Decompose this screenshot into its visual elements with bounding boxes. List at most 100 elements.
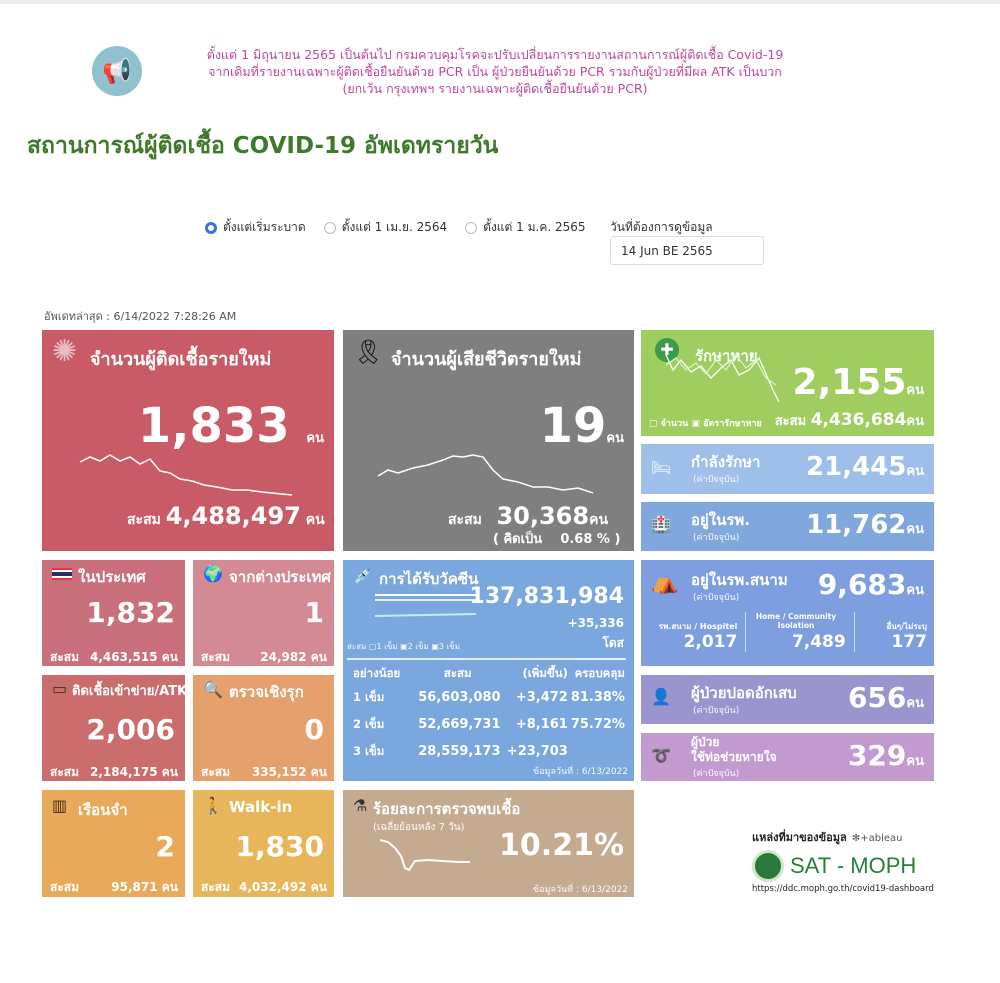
moph-seal-icon <box>752 850 784 882</box>
divider <box>347 658 626 660</box>
current-label: (ค่าปัจจุบัน) <box>693 769 740 779</box>
notice-banner: ตั้งแต่ 1 มิถุนายน 2565 เป็นต้นไป กรมควบ… <box>150 46 840 97</box>
new-cases-cumulative: 4,488,497 <box>165 502 301 530</box>
source-label: แหล่งที่มาของข้อมูล <box>752 831 847 844</box>
thai-flag-icon <box>52 568 72 580</box>
table-cell: 28,559,173 <box>418 744 501 759</box>
table-cell: อย่างน้อย <box>353 666 401 680</box>
radio-since-start[interactable]: ตั้งแต่เริ่มระบาด <box>205 218 306 237</box>
cum-label: สะสม <box>448 512 482 528</box>
pneumonia-card: 👤 ผู้ป่วยปอดอักเสบ (ค่าปัจจุบัน) 656คน <box>641 675 934 724</box>
card-title: รักษาหาย <box>695 347 758 365</box>
abroad-cumulative: 24,982 คน <box>260 650 327 664</box>
new-cases-value: 1,833 <box>137 398 290 454</box>
recovered-value: 2,155 <box>792 362 907 403</box>
tent-icon: ⛺ <box>651 570 679 595</box>
walking-icon: 🚶 <box>203 796 223 815</box>
walkin-value: 1,830 <box>235 830 324 863</box>
treating-value: 21,445 <box>806 452 907 482</box>
notice-line: จากเดิมที่รายงานเฉพาะผู้ติดเชื้อยืนยันด้… <box>208 64 782 79</box>
virus-icon: ✺ <box>52 334 78 369</box>
sat-moph-logo: SAT - MOPH <box>752 850 934 882</box>
radio-label: ตั้งแต่เริ่มระบาด <box>223 220 306 234</box>
lab-icon: ⚗ <box>353 796 368 815</box>
table-cell: 2 เข็ม <box>353 716 385 731</box>
source-block: แหล่งที่มาของข้อมูล ✻+ableau SAT - MOPH … <box>752 826 934 894</box>
unit: คน <box>606 431 624 446</box>
table-header: อย่างน้อย สะสม (เพิ่มขึ้น) ครอบคลุม <box>353 664 625 684</box>
radio-since-jan-2565[interactable]: ตั้งแต่ 1 ม.ค. 2565 <box>465 218 586 237</box>
radio-label: ตั้งแต่ 1 เม.ย. 2564 <box>341 220 448 234</box>
notice-line: (ยกเว้น กรุงเทพฯ รายงานเฉพาะผู้ติดเชื้อย… <box>342 81 648 96</box>
page-title: สถานการณ์ผู้ติดเชื้อ COVID-19 อัพเดทรายว… <box>27 133 499 159</box>
new-cases-card: ✺ จำนวนผู้ติดเชื้อรายใหม่ 1,833 คน สะสม … <box>42 330 334 551</box>
dose-unit: โดส <box>602 636 624 650</box>
hospital-value: 11,762 <box>806 510 907 540</box>
card-title: เรือนจำ <box>78 801 128 819</box>
atk-cumulative: 2,184,175 คน <box>90 765 178 779</box>
field-col: รพ.สนาม / Hospitel 2,017 <box>647 612 747 652</box>
table-row: 1 เข็ม 56,603,080 +3,472 81.38% <box>353 684 625 711</box>
cum-label: สะสม <box>127 512 161 528</box>
card-title: จากต่างประเทศ <box>229 568 331 586</box>
card-title: Walk-in <box>229 798 293 816</box>
deaths-card: 🎗 จำนวนผู้เสียชีวิตรายใหม่ 19คน สะสม 30,… <box>343 330 634 551</box>
table-cell: 52,669,731 <box>418 717 501 732</box>
search-icon: 🔍 <box>203 680 223 699</box>
card-title: ร้อยละการตรวจพบเชื้อ <box>373 800 521 818</box>
field-col: Home / Community Isolation 7,489 <box>746 612 855 652</box>
ventilator-card: ➰ ผู้ป่วย ใช้ท่อช่วยหายใจ (ค่าปัจจุบัน) … <box>641 733 934 781</box>
radio-dot[interactable] <box>465 221 478 234</box>
radio-dot[interactable] <box>323 221 336 234</box>
unit: คน <box>906 583 924 598</box>
table-cell: ครอบคลุม <box>574 666 625 680</box>
unit: คน <box>906 522 924 537</box>
table-cell: 3 เข็ม <box>353 743 385 758</box>
vaccine-card: 💉 การได้รับวัคซีน 137,831,984 +35,336 โด… <box>343 560 634 781</box>
proactive-value: 0 <box>304 713 324 746</box>
atk-value: 2,006 <box>86 713 175 746</box>
notice-line: ตั้งแต่ 1 มิถุนายน 2565 เป็นต้นไป กรมควบ… <box>206 47 784 62</box>
radio-since-apr-2564[interactable]: ตั้งแต่ 1 เม.ย. 2564 <box>323 218 448 237</box>
table-cell: +3,472 <box>515 690 568 705</box>
source-url[interactable]: https://ddc.moph.go.th/covid19-dashboard <box>752 884 934 894</box>
current-label: (ค่าปัจจุบัน) <box>693 706 740 716</box>
syringe-icon: 💉 <box>353 566 373 585</box>
hospital-card: 🏥 อยู่ในรพ. (ค่าปัจจุบัน) 11,762คน <box>641 502 934 551</box>
domestic-cumulative: 4,463,515 คน <box>90 650 178 664</box>
radio-dot[interactable] <box>205 221 217 234</box>
card-title: ผู้ป่วย <box>691 735 720 749</box>
vaccine-legend: สะสม ▢1 เข็ม ▣2 เข็ม ▣3 เข็ม <box>347 642 460 651</box>
card-title: จำนวนผู้เสียชีวิตรายใหม่ <box>391 349 582 370</box>
field-col: อื่นๆ/ไม่ระบุ 177 <box>886 622 927 652</box>
cum-label: สะสม <box>201 765 231 779</box>
top-bar <box>0 0 1000 4</box>
field-hospital-card: ⛺ อยู่ในรพ.สนาม (ค่าปัจจุบัน) 9,683คน รพ… <box>641 560 934 666</box>
deaths-value: 19 <box>539 398 607 454</box>
card-title: อยู่ในรพ.สนาม <box>691 571 788 589</box>
hospital-bed-icon: 🛏 <box>651 458 672 477</box>
current-label: (ค่าปัจจุบัน) <box>693 593 740 603</box>
atk-test-icon: ▭ <box>52 679 68 698</box>
card-title: จำนวนผู้ติดเชื้อรายใหม่ <box>90 349 272 370</box>
prison-bars-icon: ▥ <box>52 796 68 815</box>
walkin-cumulative: 4,032,492 คน <box>239 880 327 894</box>
patient-iv-icon: 👤 <box>651 687 671 706</box>
hospital-icon: 🏥 <box>651 515 671 534</box>
atk-card: ▭ ติดเชื้อเข้าข่าย/ATK 2,006 สะสม 2,184,1… <box>42 675 185 781</box>
radio-label: ตั้งแต่ 1 ม.ค. 2565 <box>483 220 586 234</box>
abroad-card: 🌍 จากต่างประเทศ 1 สะสม 24,982 คน <box>193 560 334 666</box>
date-label: วันที่ต้องการดูข้อมูล <box>610 220 713 234</box>
deaths-cumulative: 30,368 <box>496 502 590 530</box>
tableau-logo: ✻+ableau <box>851 833 903 844</box>
table-cell: 75.72% <box>570 717 625 732</box>
vaccine-table: อย่างน้อย สะสม (เพิ่มขึ้น) ครอบคลุม 1 เข็ม 56… <box>353 664 625 765</box>
vaccine-total: 137,831,984 <box>469 584 624 609</box>
megaphone-icon: 📢 <box>92 46 142 96</box>
domestic-value: 1,832 <box>86 596 175 629</box>
new-cases-sparkline <box>79 454 293 496</box>
table-cell: 81.38% <box>570 690 625 705</box>
legend-count: ▢ จำนวน <box>649 419 689 429</box>
recovered-sparkline <box>665 353 780 403</box>
date-input[interactable]: 14 Jun BE 2565 <box>610 236 764 265</box>
